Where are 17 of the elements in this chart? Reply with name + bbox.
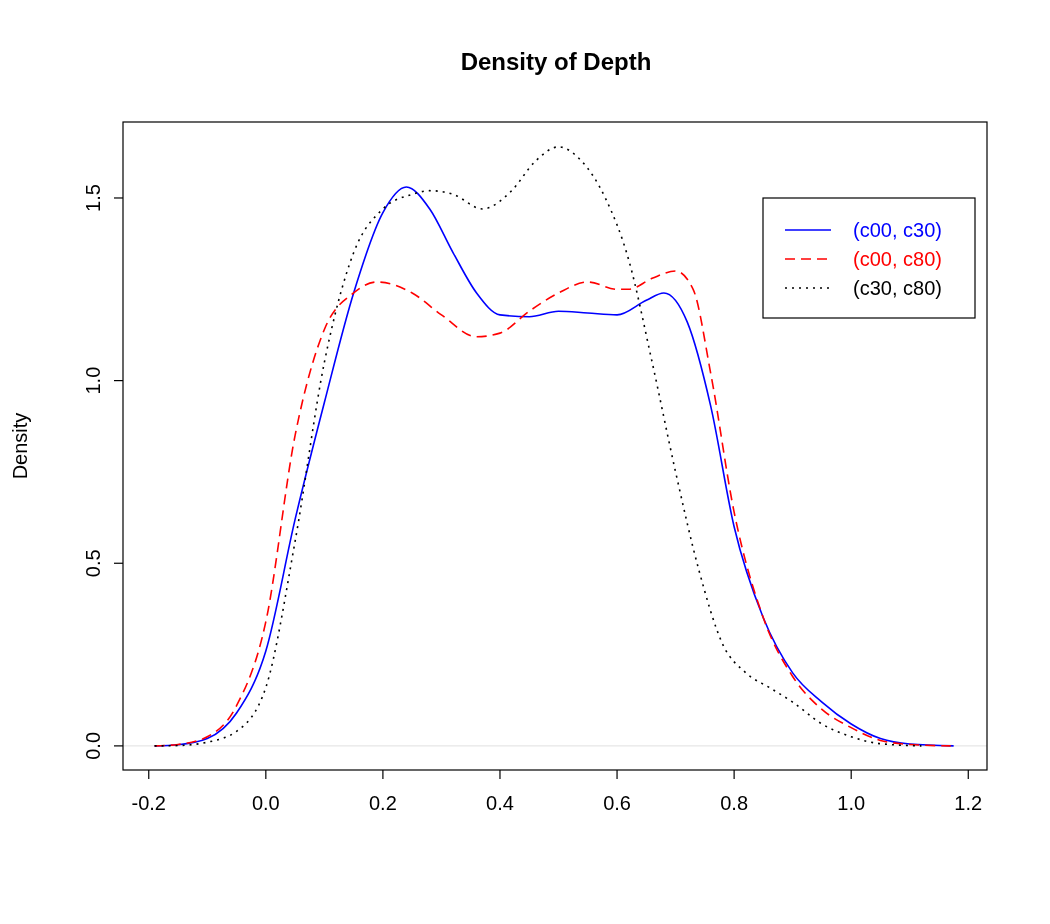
- legend-label: (c00, c30): [853, 219, 942, 241]
- x-tick-label: -0.2: [131, 792, 166, 814]
- chart-title: Density of Depth: [460, 48, 652, 75]
- x-tick-label: 0.4: [486, 792, 514, 814]
- legend-label: (c00, c80): [853, 248, 942, 270]
- legend-label: (c30, c80): [853, 277, 942, 299]
- y-tick-label: 0.5: [82, 549, 104, 578]
- x-tick-label: 0.8: [720, 792, 749, 814]
- y-tick-label: 0.0: [82, 731, 104, 760]
- y-axis-title: Density: [9, 412, 31, 480]
- y-tick-label: 1.5: [82, 184, 104, 212]
- x-tick-label: 0.6: [603, 792, 631, 814]
- x-tick-label: 1.0: [837, 792, 866, 814]
- x-tick-label: 1.2: [954, 792, 983, 814]
- x-tick-label: 0.2: [369, 792, 397, 814]
- x-tick-label: 0.0: [251, 792, 280, 814]
- y-tick-label: 1.0: [82, 366, 104, 395]
